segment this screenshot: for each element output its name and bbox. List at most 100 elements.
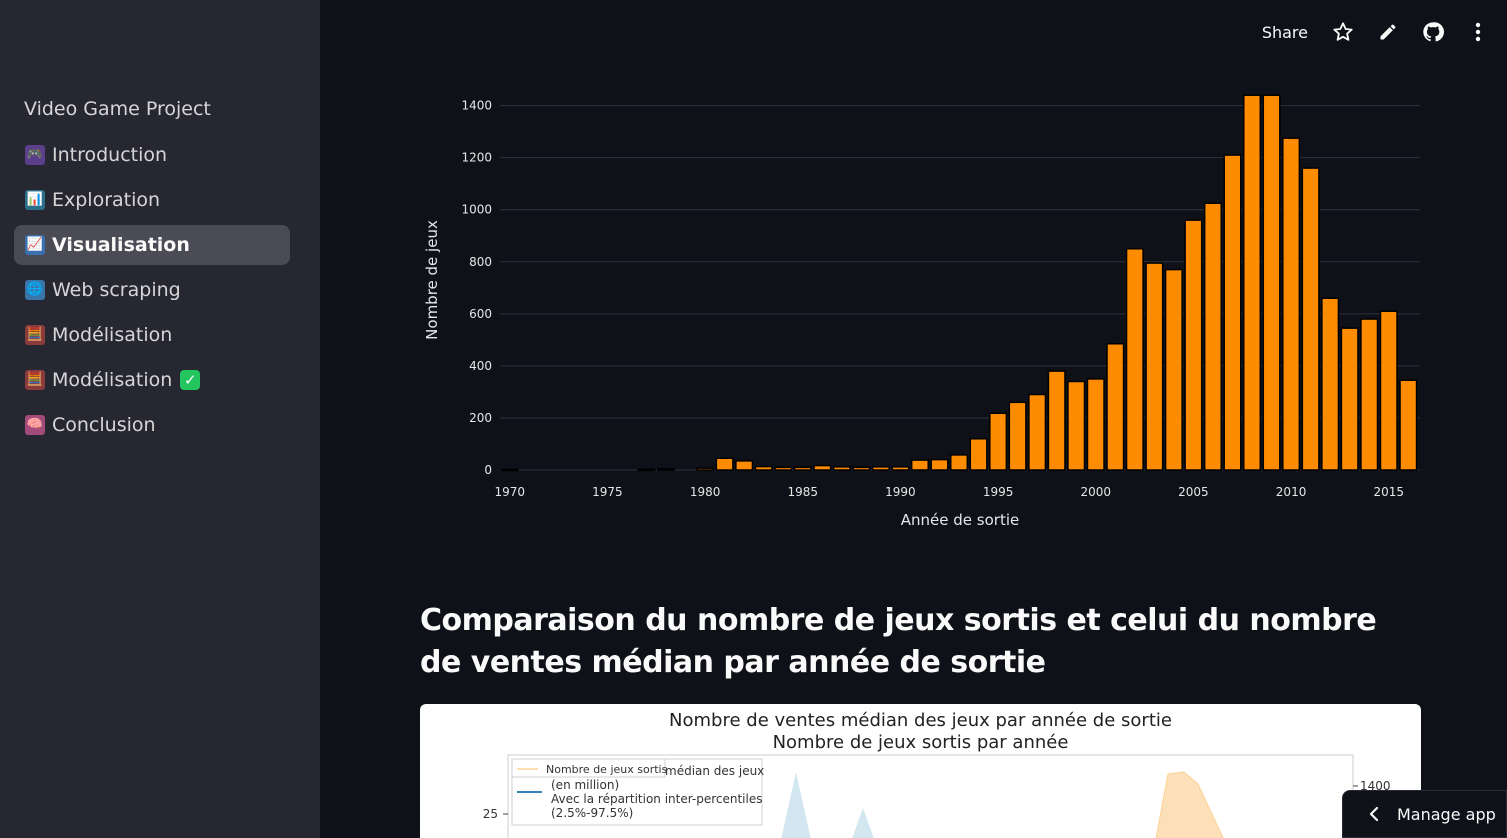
bar: [735, 460, 754, 471]
nav-emoji-icon: 🧠: [25, 415, 45, 435]
bar: [1301, 167, 1320, 471]
median-sales-plot: 25 1400 Nombre de jeux sortis médian des…: [483, 754, 1391, 838]
xtick-label: 2015: [1373, 485, 1404, 499]
xtick-label: 1975: [592, 485, 623, 499]
ytick-right-label: 1400: [1360, 779, 1391, 793]
ytick-label: 200: [469, 411, 492, 425]
legend-item-median-3: Avec la répartition inter-percentiles: [551, 792, 763, 806]
bar: [891, 466, 910, 471]
sidebar-item-modélisation-2[interactable]: 🧮 Modélisation ✓: [14, 360, 290, 400]
games-per-year-bar-chart: 0 200 400 600 800 1000 1200 1400 1970 1975 1980 198…: [423, 94, 1420, 529]
xtick-label: 1985: [787, 485, 818, 499]
header-toolbar: Share: [1207, 0, 1507, 64]
ytick-label: 800: [469, 255, 492, 269]
manage-app-label: Manage app: [1397, 804, 1496, 824]
y-axis-label: Nombre de jeux: [423, 220, 441, 340]
bar: [1262, 94, 1281, 471]
bar: [1028, 393, 1047, 471]
bar: [930, 458, 949, 471]
legend-box-inner: [511, 758, 666, 778]
sidebar-item-visualisation[interactable]: 📈 Visualisation: [14, 225, 290, 265]
sidebar-item-exploration[interactable]: 📊 Exploration: [14, 180, 290, 220]
nav-emoji-icon: 📊: [25, 190, 45, 210]
edit-icon[interactable]: [1377, 21, 1399, 43]
bar: [1125, 248, 1144, 471]
nav-emoji-icon: 🎮: [25, 145, 45, 165]
nav-emoji-icon: 🧮: [25, 325, 45, 345]
share-button[interactable]: Share: [1261, 22, 1308, 42]
bar: [969, 438, 988, 471]
percentile-band-peak: [781, 772, 811, 838]
sidebar-item-label: Visualisation: [52, 234, 190, 256]
bar: [910, 459, 929, 471]
sidebar-item-web-scraping[interactable]: 🌐 Web scraping: [14, 270, 290, 310]
legend-item-games: Nombre de jeux sortis: [546, 763, 668, 776]
ytick-label: 600: [469, 307, 492, 321]
bar: [1203, 202, 1222, 471]
x-axis-label: Année de sortie: [901, 511, 1019, 529]
bar: [1321, 297, 1340, 471]
sidebar-item-modélisation[interactable]: 🧮 Modélisation: [14, 315, 290, 355]
sidebar-item-introduction[interactable]: 🎮 Introduction: [14, 135, 290, 175]
ytick-label: 1200: [461, 151, 492, 165]
ytick-label: 400: [469, 359, 492, 373]
xtick-label: 1990: [885, 485, 916, 499]
bar: [715, 457, 734, 471]
sidebar-item-label: Exploration: [52, 189, 161, 211]
bar: [989, 412, 1008, 471]
bar: [852, 466, 871, 471]
bar: [1086, 378, 1105, 471]
legend-item-median-1: médian des jeux: [665, 764, 764, 778]
bar: [1067, 380, 1086, 471]
figure-title-line2: Nombre de jeux sortis par année: [772, 732, 1069, 753]
more-vert-icon[interactable]: [1467, 21, 1489, 43]
nav-emoji-icon: 🧮: [25, 370, 45, 390]
bar: [754, 465, 773, 471]
xtick-label: 1995: [983, 485, 1014, 499]
sidebar-item-label: Modélisation: [52, 369, 173, 391]
bar: [1164, 268, 1183, 471]
figure-title-line1: Nombre de ventes médian des jeux par ann…: [669, 710, 1172, 731]
xtick-label: 2000: [1080, 485, 1111, 499]
median-sales-figure: Nombre de ventes médian des jeux par ann…: [420, 704, 1421, 838]
bar: [871, 466, 890, 471]
sidebar-item-label: Modélisation: [52, 324, 173, 346]
legend-item-median-2: (en million): [551, 778, 619, 792]
bar: [832, 466, 851, 471]
sidebar: Video Game Project 🎮 Introduction 📊 Explora…: [0, 0, 320, 838]
ytick-label: 1400: [461, 99, 492, 113]
ytick-label: 1000: [461, 203, 492, 217]
manage-app-button[interactable]: Manage app: [1342, 790, 1507, 838]
bar: [657, 467, 676, 471]
chevron-left-icon: [1369, 806, 1379, 822]
bar: [813, 464, 832, 471]
nav-emoji-icon: 📈: [25, 235, 45, 255]
bar: [500, 468, 519, 472]
bar: [1340, 327, 1359, 471]
sidebar-item-conclusion[interactable]: 🧠 Conclusion: [14, 405, 290, 445]
sidebar-item-label: Introduction: [52, 144, 168, 166]
ytick-label: 0: [484, 463, 492, 477]
check-badge-icon: ✓: [180, 370, 201, 390]
bar: [1379, 310, 1398, 471]
bar: [1008, 401, 1027, 471]
bar: [1399, 379, 1418, 471]
bar: [774, 466, 793, 471]
app-title: Video Game Project: [24, 98, 211, 120]
bar: [1223, 154, 1242, 471]
bar: [1106, 343, 1125, 471]
xtick-label: 2010: [1276, 485, 1307, 499]
games-released-area: [1155, 771, 1224, 838]
bar: [696, 467, 715, 471]
bar: [1360, 318, 1379, 471]
bar: [1145, 262, 1164, 471]
legend-item-median-4: (2.5%-97.5%): [551, 806, 633, 820]
bar: [1047, 370, 1066, 471]
xtick-label: 1970: [494, 485, 525, 499]
star-icon[interactable]: [1332, 21, 1354, 43]
percentile-band-peak: [852, 808, 874, 838]
ytick-left-label: 25: [483, 807, 498, 821]
bar: [793, 466, 812, 471]
github-icon[interactable]: [1422, 21, 1444, 43]
xtick-label: 1980: [690, 485, 721, 499]
